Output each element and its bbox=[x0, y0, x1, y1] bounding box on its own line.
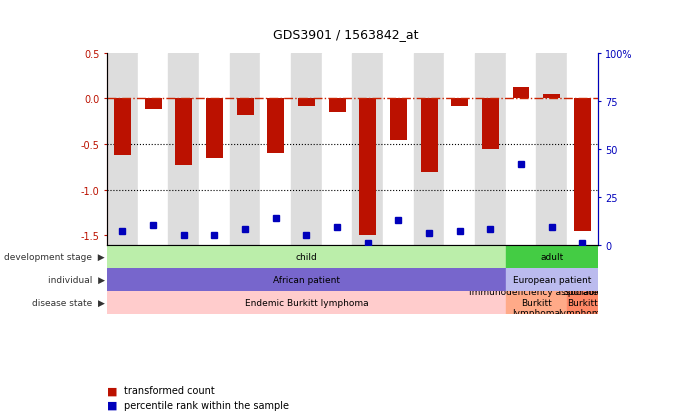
Bar bbox=[390, 99, 407, 140]
Bar bbox=[144, 99, 162, 110]
Bar bbox=[421, 99, 437, 172]
Bar bbox=[475, 54, 506, 245]
Bar bbox=[567, 291, 598, 314]
Bar bbox=[513, 88, 529, 99]
Text: Immunodeficiency associated
Burkitt
lymphoma: Immunodeficiency associated Burkitt lymp… bbox=[469, 287, 604, 317]
Bar bbox=[451, 99, 468, 107]
Bar bbox=[574, 99, 591, 231]
Bar bbox=[107, 268, 506, 291]
Bar bbox=[236, 99, 254, 116]
Bar bbox=[352, 54, 383, 245]
Text: individual  ▶: individual ▶ bbox=[48, 275, 104, 284]
Text: European patient: European patient bbox=[513, 275, 591, 284]
Text: GDS3901 / 1563842_at: GDS3901 / 1563842_at bbox=[273, 28, 418, 41]
Text: child: child bbox=[296, 252, 317, 261]
Text: Endemic Burkitt lymphoma: Endemic Burkitt lymphoma bbox=[245, 298, 368, 307]
Text: African patient: African patient bbox=[273, 275, 340, 284]
Bar bbox=[506, 245, 598, 268]
Text: ■: ■ bbox=[107, 400, 117, 410]
Bar bbox=[199, 54, 229, 245]
Bar bbox=[229, 54, 261, 245]
Bar bbox=[138, 54, 169, 245]
Text: percentile rank within the sample: percentile rank within the sample bbox=[124, 400, 290, 410]
Bar bbox=[506, 268, 598, 291]
Bar bbox=[322, 54, 352, 245]
Text: ■: ■ bbox=[107, 385, 117, 395]
Bar bbox=[414, 54, 444, 245]
Bar bbox=[107, 54, 138, 245]
Bar bbox=[536, 54, 567, 245]
Bar bbox=[543, 95, 560, 99]
Bar bbox=[359, 99, 376, 236]
Bar bbox=[107, 245, 506, 268]
Text: adult: adult bbox=[540, 252, 563, 261]
Bar bbox=[444, 54, 475, 245]
Bar bbox=[329, 99, 346, 113]
Bar bbox=[261, 54, 291, 245]
Bar bbox=[482, 99, 499, 150]
Text: disease state  ▶: disease state ▶ bbox=[32, 298, 104, 307]
Bar bbox=[206, 99, 223, 159]
Bar bbox=[506, 291, 567, 314]
Bar bbox=[383, 54, 414, 245]
Text: development stage  ▶: development stage ▶ bbox=[4, 252, 104, 261]
Bar bbox=[506, 54, 536, 245]
Bar bbox=[298, 99, 315, 107]
Text: Sporadic
Burkitt
lymphoma: Sporadic Burkitt lymphoma bbox=[558, 287, 607, 317]
Bar bbox=[169, 54, 199, 245]
Bar bbox=[291, 54, 322, 245]
Bar bbox=[107, 291, 506, 314]
Bar bbox=[567, 54, 598, 245]
Bar bbox=[176, 99, 192, 166]
Text: transformed count: transformed count bbox=[124, 385, 215, 395]
Bar bbox=[267, 99, 284, 154]
Bar bbox=[114, 99, 131, 156]
